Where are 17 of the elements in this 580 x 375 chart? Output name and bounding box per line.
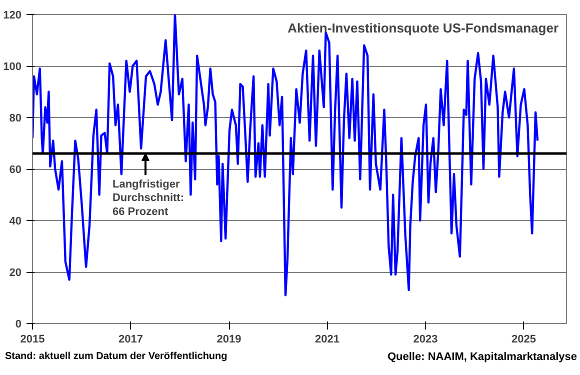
x-tick-label: 2023 [413, 334, 438, 346]
x-tick-label: 2019 [216, 334, 242, 346]
y-tick-label: 80 [9, 112, 22, 124]
source-note: Quelle: NAAIM, Kapitalmarktanalyse [387, 350, 577, 365]
text: Stand: aktuell zum Datum der Veröffentlichung [5, 350, 228, 364]
x-tick-label: 2017 [118, 334, 143, 346]
text: Aktien-Investitionsquote US-Fondsmanager [288, 20, 559, 36]
x-tick-label: 2015 [20, 334, 45, 346]
y-tick-label: 0 [15, 318, 22, 330]
y-tick-label: 40 [9, 216, 22, 228]
y-tick-label: 120 [3, 10, 22, 22]
x-tick-label: 2025 [512, 334, 536, 346]
annotation: Langfristiger Durchschnitt: 66 Prozent [112, 178, 184, 218]
x-tick-label: 2021 [315, 334, 340, 346]
y-tick-label: 60 [9, 164, 22, 176]
y-tick-label: 20 [9, 267, 22, 279]
y-tick-label: 100 [3, 61, 22, 73]
